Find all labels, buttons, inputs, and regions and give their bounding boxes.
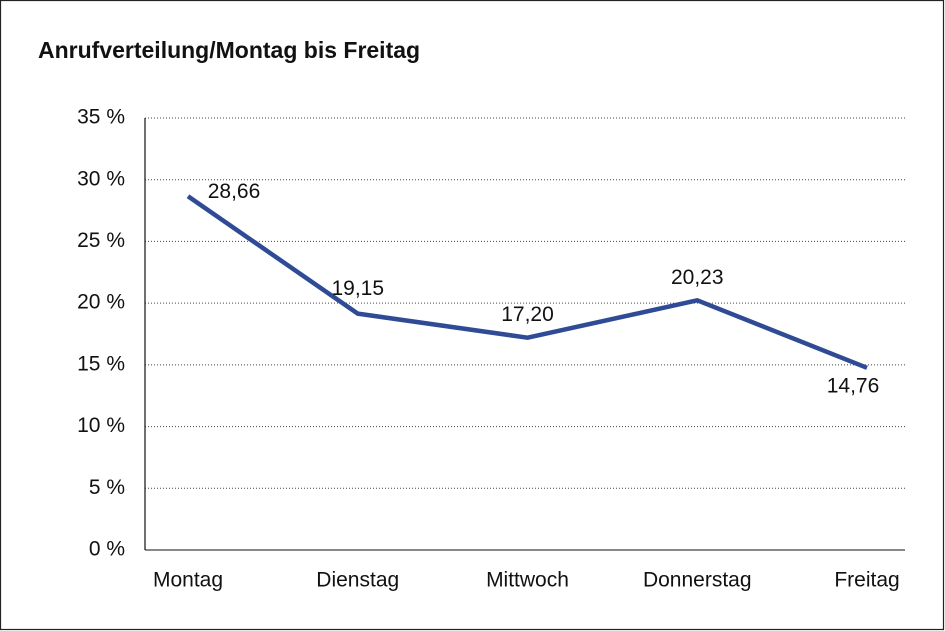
y-tick-label: 25 % xyxy=(77,229,125,252)
x-tick-label: Mittwoch xyxy=(486,569,569,592)
data-label: 20,23 xyxy=(671,266,724,289)
data-label: 14,76 xyxy=(827,374,880,397)
y-tick-label: 30 % xyxy=(77,167,125,190)
x-tick-label: Montag xyxy=(153,569,223,592)
y-tick-label: 35 % xyxy=(77,106,125,129)
y-tick-label: 15 % xyxy=(77,352,125,375)
y-tick-label: 0 % xyxy=(89,538,125,561)
data-label: 19,15 xyxy=(331,277,384,300)
x-tick-label: Dienstag xyxy=(316,569,399,592)
data-label: 28,66 xyxy=(208,180,261,203)
y-tick-label: 5 % xyxy=(89,476,125,499)
data-label: 17,20 xyxy=(501,303,554,326)
x-tick-label: Freitag xyxy=(834,569,899,592)
y-tick-label: 10 % xyxy=(77,414,125,437)
y-tick-label: 20 % xyxy=(77,291,125,314)
x-tick-label: Donnerstag xyxy=(643,569,752,592)
chart-title: Anrufverteilung/Montag bis Freitag xyxy=(38,37,420,63)
data-line xyxy=(186,194,868,370)
